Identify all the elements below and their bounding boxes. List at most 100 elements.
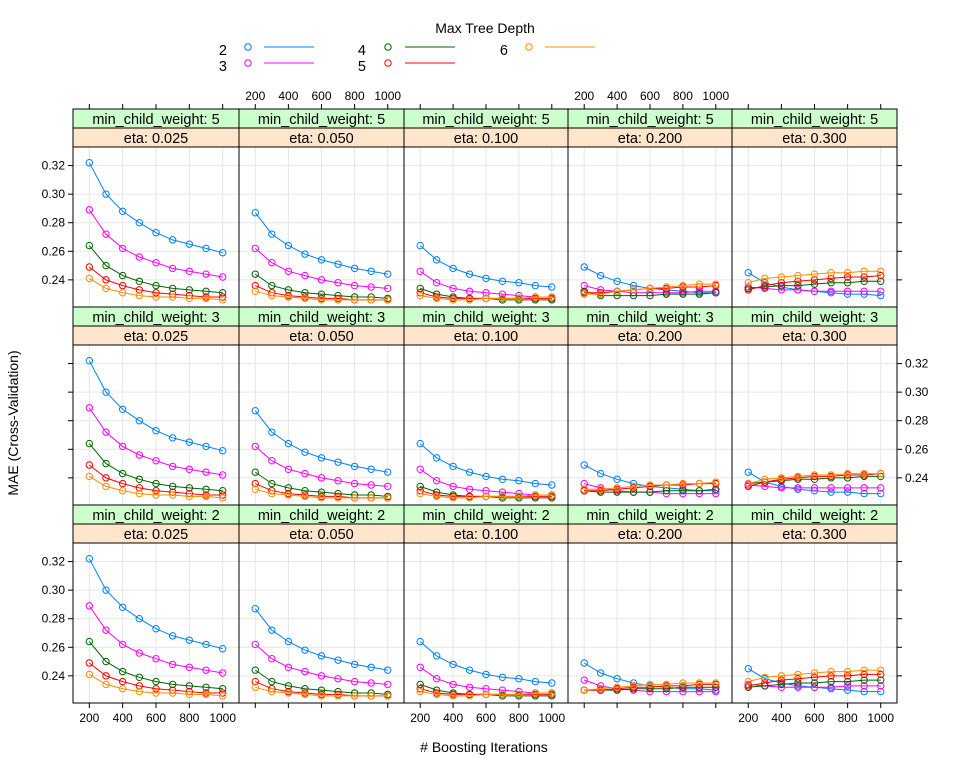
row-strip-label: min_child_weight: 3 [258,310,385,326]
data-point-depth-4 [662,290,671,298]
series-line-depth-4 [748,280,881,289]
data-point-depth-6 [465,692,474,700]
data-point-depth-6 [498,690,507,699]
data-point-depth-2 [85,555,94,563]
data-point-depth-6 [384,296,392,304]
x-tick-label: 200 [245,89,265,103]
data-point-depth-6 [531,293,540,301]
data-point-depth-4 [202,485,210,493]
data-point-depth-3 [118,640,127,649]
data-point-depth-5 [843,273,852,281]
series-line-depth-6 [255,290,388,301]
x-tick-label: 800 [345,89,365,103]
data-point-depth-4 [843,677,852,686]
data-point-depth-6 [843,667,852,676]
data-point-depth-6 [646,284,654,293]
data-point-depth-5 [85,659,94,667]
col-strip-label: eta: 0.100 [454,527,519,543]
data-point-depth-4 [185,286,194,294]
data-point-depth-2 [268,428,276,436]
data-point-depth-4 [629,488,638,496]
data-point-depth-2 [596,271,605,280]
data-point-depth-6 [416,291,424,300]
data-point-depth-6 [613,683,621,691]
data-point-depth-6 [102,482,110,491]
data-point-depth-3 [761,482,769,491]
x-tick-label: 1000 [702,89,729,103]
data-point-depth-2 [118,405,127,413]
data-point-depth-2 [465,666,474,674]
series-line-depth-4 [88,443,223,492]
data-point-depth-3 [251,442,259,451]
data-point-depth-6 [695,280,704,288]
data-point-depth-2 [135,615,144,623]
data-point-depth-4 [416,680,424,689]
data-point-depth-2 [580,263,588,271]
data-point-depth-4 [629,291,638,300]
data-point-depth-3 [580,676,588,684]
data-point-depth-4 [843,279,852,287]
data-point-depth-5 [777,279,786,287]
data-point-depth-2 [135,417,144,425]
data-point-depth-3 [218,273,227,281]
data-point-depth-6 [629,682,638,690]
data-point-depth-6 [515,294,523,303]
row-strip-label: min_child_weight: 2 [751,508,878,524]
data-point-depth-2 [268,626,276,634]
y-tick-label: 0.24 [905,471,929,485]
data-point-depth-5 [102,474,110,482]
data-point-depth-3 [810,683,819,691]
data-point-depth-6 [168,491,177,499]
data-point-depth-6 [251,287,259,295]
data-point-depth-6 [268,687,276,696]
col-strip-label: eta: 0.050 [289,527,354,543]
data-point-depth-6 [498,492,507,501]
data-point-depth-6 [629,286,638,294]
data-point-depth-2 [317,256,326,264]
series-line-depth-3 [88,407,223,476]
data-point-depth-4 [118,667,127,676]
data-point-depth-6 [135,687,144,696]
data-point-depth-6 [185,690,194,699]
data-point-depth-5 [118,677,127,686]
data-point-depth-2 [334,260,342,268]
data-point-depth-2 [168,434,177,442]
data-point-depth-5 [102,276,110,284]
y-tick-label: 0.30 [905,385,929,399]
row-strip-label: min_child_weight: 5 [258,112,385,128]
series-line-depth-2 [254,212,388,275]
data-point-depth-4 [168,284,177,293]
legend-title: Max Tree Depth [435,20,535,36]
data-point-depth-2 [350,462,359,471]
data-point-depth-6 [334,494,342,502]
data-point-depth-6 [135,291,144,300]
data-point-depth-3 [449,284,457,293]
data-point-depth-2 [218,249,227,257]
data-point-depth-2 [301,646,309,654]
data-point-depth-2 [350,264,359,273]
y-tick-label: 0.32 [905,357,929,371]
data-point-depth-4 [135,673,144,681]
data-point-depth-6 [810,270,819,278]
data-point-depth-5 [777,676,786,684]
data-point-depth-4 [152,677,160,686]
y-tick-label: 0.30 [42,583,66,597]
data-point-depth-5 [810,673,819,681]
data-point-depth-3 [877,484,885,492]
series-line-depth-6 [748,669,881,683]
data-point-depth-2 [102,190,110,198]
col-strip-label: eta: 0.300 [782,329,847,345]
data-point-depth-3 [334,279,342,287]
data-point-depth-6 [218,296,227,304]
x-tick-label: 1000 [867,711,894,725]
data-point-depth-2 [85,357,94,365]
col-strip-label: eta: 0.200 [618,329,683,345]
data-point-depth-6 [317,296,326,304]
series-line-depth-3 [254,644,388,685]
data-point-depth-2 [515,675,523,683]
data-point-depth-3 [416,465,424,473]
data-point-depth-2 [185,636,194,644]
data-point-depth-6 [827,667,835,676]
col-strip-label: eta: 0.200 [618,131,683,147]
